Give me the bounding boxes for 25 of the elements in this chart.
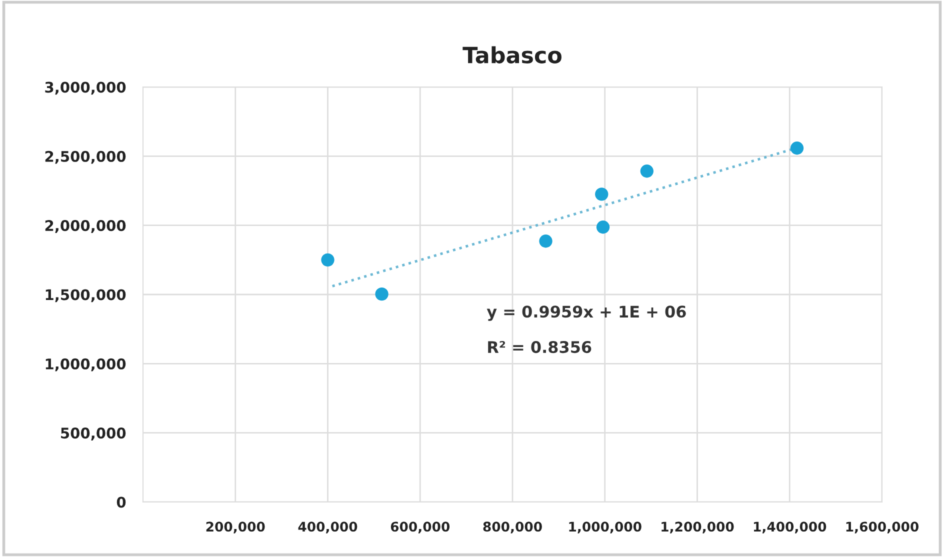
x-tick-label: 800,000 [483, 522, 542, 534]
point [595, 188, 608, 201]
x-tick-label: 200,000 [206, 522, 265, 534]
point [539, 234, 552, 248]
y-tick-label: 2,500,000 [45, 150, 126, 164]
point [596, 220, 610, 234]
y-tick-label: 1,000,000 [46, 358, 126, 372]
annotation: y = 0.9959x + 1E + 06 [486, 306, 686, 321]
x-tick-label: 1,600,000 [846, 522, 919, 534]
y-tick-label: 500,000 [61, 428, 126, 440]
x-tick-label: 1,000,000 [569, 522, 642, 534]
chart-title: Tabasco [462, 46, 562, 64]
y-tick-label: 1,500,000 [46, 289, 126, 302]
point [790, 142, 804, 155]
y-tick-label: 3,000,000 [45, 82, 126, 95]
x-tick-label: 400,000 [298, 522, 358, 534]
x-tick-label: 600,000 [390, 522, 450, 534]
y-tick-label: 2,000,000 [45, 220, 126, 233]
annotation: R² = 0.8356 [488, 341, 592, 354]
point [375, 287, 388, 301]
point [640, 164, 654, 178]
y-tick-label: 0 [116, 496, 126, 508]
x-tick-label: 1,400,000 [754, 522, 826, 534]
point [321, 253, 334, 267]
x-tick-label: 1,200,000 [662, 522, 734, 534]
